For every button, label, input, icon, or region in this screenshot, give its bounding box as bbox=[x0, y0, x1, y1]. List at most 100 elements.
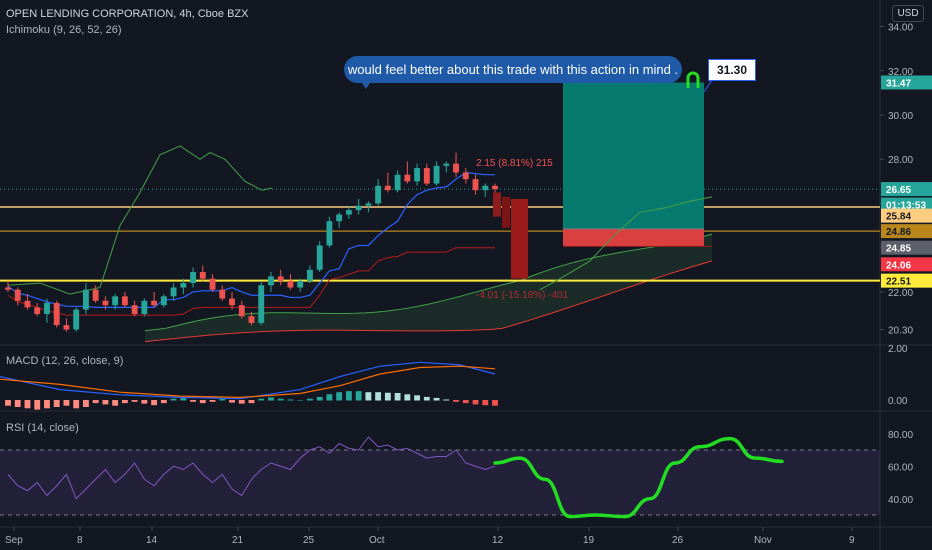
macd-histogram-bar bbox=[258, 398, 265, 401]
candle-body bbox=[355, 205, 362, 211]
macd-line bbox=[0, 361, 496, 400]
candle-body bbox=[384, 185, 391, 191]
macd-histogram-bar bbox=[433, 397, 440, 401]
macd-histogram-bar bbox=[121, 400, 128, 404]
candle-body bbox=[238, 305, 245, 317]
time-tick-label: 8 bbox=[77, 535, 83, 546]
rsi-tick-label: 40.00 bbox=[888, 495, 913, 506]
macd-histogram-bar bbox=[316, 396, 323, 401]
macd-histogram-bar bbox=[443, 399, 450, 401]
macd-histogram-bar bbox=[92, 400, 99, 404]
macd-histogram-bar bbox=[365, 392, 372, 401]
projection-bar-1 bbox=[493, 192, 501, 217]
price-tag-label: 22.51 bbox=[886, 277, 911, 288]
candle-body bbox=[287, 280, 294, 288]
time-tick-label: 14 bbox=[146, 535, 158, 546]
macd-histogram-bar bbox=[297, 400, 304, 401]
macd-histogram-bar bbox=[375, 392, 382, 401]
candle-body bbox=[24, 300, 31, 308]
time-tick-label: 12 bbox=[492, 535, 504, 546]
macd-legend[interactable]: MACD (12, 26, close, 9) bbox=[6, 355, 124, 367]
candle-body bbox=[394, 174, 401, 191]
candle-body bbox=[160, 296, 167, 306]
macd-histogram-bar bbox=[131, 400, 138, 402]
price-tag-label: 24.85 bbox=[886, 244, 911, 255]
price-tag-label: 24.06 bbox=[886, 260, 911, 271]
macd-histogram-bar bbox=[102, 400, 109, 405]
trade-note-bubble[interactable]: would feel better about this trade with … bbox=[344, 56, 682, 83]
ichimoku-cloud bbox=[145, 234, 712, 342]
price-tag-label: 25.84 bbox=[886, 212, 911, 223]
projection-bar-3 bbox=[511, 199, 528, 279]
candle-body bbox=[229, 298, 235, 306]
price-tag bbox=[881, 257, 932, 272]
macd-histogram-bar bbox=[219, 398, 226, 401]
macd-histogram-bar bbox=[336, 392, 343, 401]
price-tag-label: 31.47 bbox=[886, 78, 911, 89]
candle-body bbox=[443, 163, 450, 166]
rsi-legend[interactable]: RSI (14, close) bbox=[6, 422, 79, 434]
macd-histogram-bar bbox=[355, 391, 362, 401]
time-tick-label: 25 bbox=[303, 535, 315, 546]
price-tag-label: 01:13:53 bbox=[886, 201, 926, 212]
candle-body bbox=[14, 289, 21, 301]
macd-histogram-bar bbox=[53, 400, 60, 407]
macd-signal-line bbox=[0, 365, 496, 399]
ichimoku-future-span bbox=[539, 196, 713, 291]
macd-histogram-bar bbox=[190, 400, 196, 402]
candle-body bbox=[472, 179, 479, 191]
candle-body bbox=[82, 289, 89, 310]
macd-histogram-bar bbox=[73, 400, 80, 409]
ichimoku-legend[interactable]: Ichimoku (9, 26, 52, 26) bbox=[6, 24, 122, 36]
time-tick-label: Sep bbox=[5, 535, 23, 546]
price-tag bbox=[881, 75, 932, 90]
candle-body bbox=[277, 276, 284, 281]
macd-tick-label: 2.00 bbox=[888, 344, 908, 355]
macd-tick-label: 0.00 bbox=[888, 396, 908, 407]
candle-body bbox=[209, 278, 216, 290]
price-tag bbox=[881, 197, 932, 212]
rsi-tick-label: 80.00 bbox=[888, 430, 913, 441]
price-tick-label: 34.00 bbox=[888, 23, 913, 34]
candle-body bbox=[492, 185, 498, 190]
currency-button[interactable]: USD bbox=[892, 5, 924, 22]
price-callout[interactable]: 31.30 bbox=[708, 59, 756, 81]
candle-body bbox=[423, 168, 430, 184]
candle-body bbox=[92, 289, 99, 301]
candle-body bbox=[180, 283, 187, 288]
macd-histogram-bar bbox=[248, 400, 255, 404]
macd-histogram-bar bbox=[482, 400, 489, 406]
macd-histogram-bar bbox=[277, 398, 284, 401]
candle-body bbox=[5, 287, 11, 290]
candle-body bbox=[258, 285, 265, 323]
macd-histogram-bar bbox=[287, 399, 294, 401]
macd-histogram-bar bbox=[63, 400, 70, 406]
time-tick-label: 21 bbox=[232, 535, 244, 546]
macd-histogram-bar bbox=[268, 397, 274, 401]
time-tick-label: 19 bbox=[583, 535, 595, 546]
macd-histogram-bar bbox=[326, 394, 333, 401]
magnet-icon bbox=[686, 71, 700, 88]
candle-body bbox=[307, 269, 313, 281]
macd-histogram-bar bbox=[160, 400, 167, 404]
price-tick-label: 20.30 bbox=[888, 326, 913, 337]
candle-body bbox=[414, 168, 421, 182]
macd-histogram-bar bbox=[453, 400, 459, 402]
macd-histogram-bar bbox=[238, 400, 245, 404]
price-tag bbox=[881, 240, 932, 255]
long-stop-zone bbox=[563, 228, 704, 247]
candle-body bbox=[73, 309, 80, 330]
macd-histogram-bar bbox=[423, 396, 430, 401]
projection-bar-2 bbox=[502, 196, 510, 228]
candle-body bbox=[102, 300, 109, 306]
macd-histogram-bar bbox=[170, 398, 177, 401]
candle-body bbox=[141, 300, 148, 315]
price-tag-label: 24.86 bbox=[886, 227, 911, 238]
ichimoku-span-b bbox=[144, 260, 713, 343]
macd-histogram-bar bbox=[199, 400, 206, 404]
macd-histogram-bar bbox=[394, 392, 401, 401]
price-tag-label: 26.65 bbox=[886, 185, 911, 196]
candle-body bbox=[190, 272, 196, 284]
candle-body bbox=[131, 305, 138, 315]
